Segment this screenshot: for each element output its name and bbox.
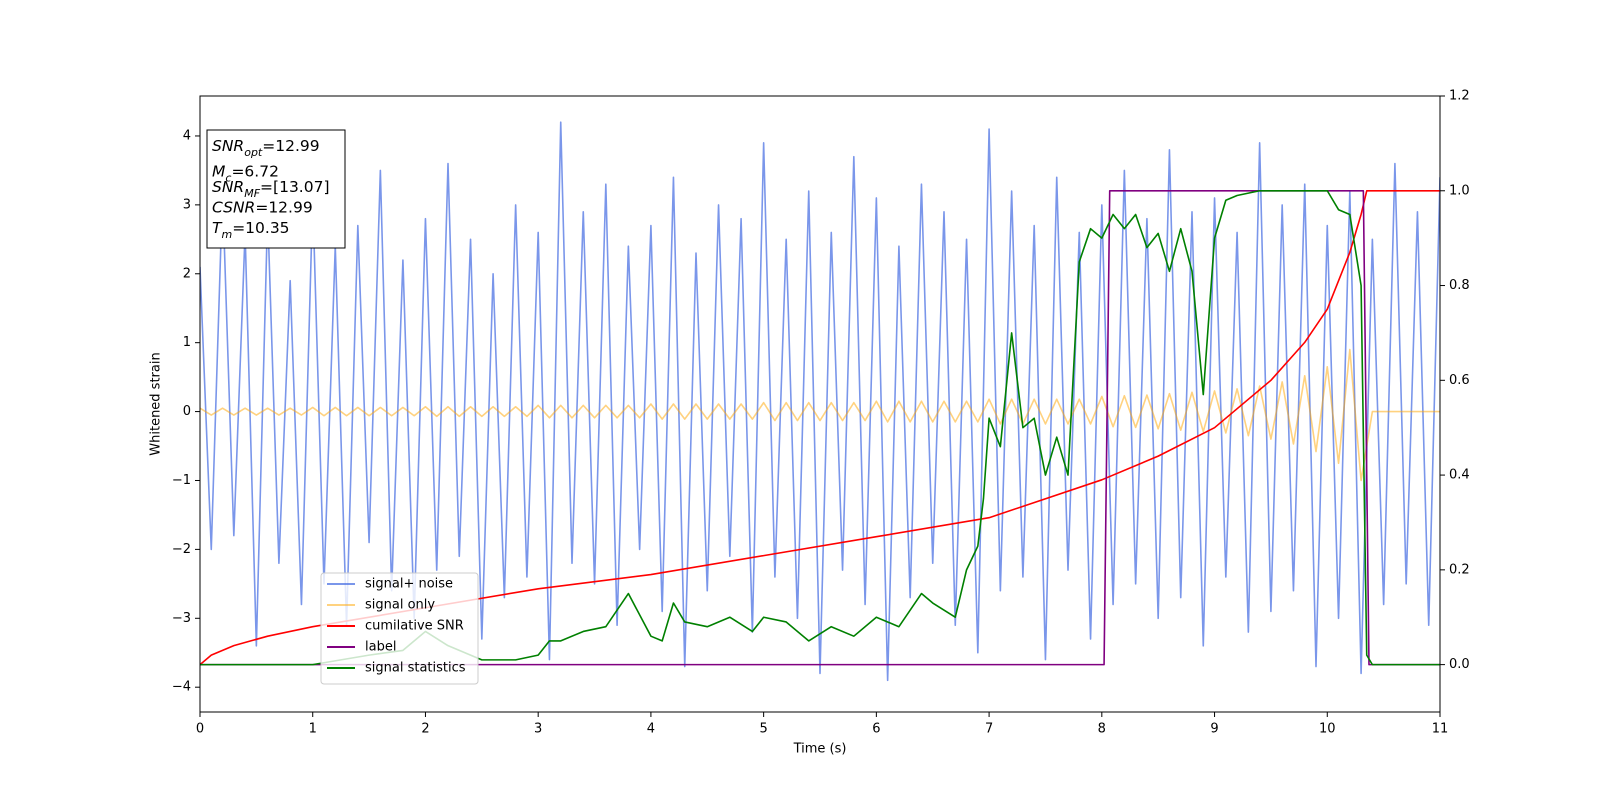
annotation-subscript: c	[225, 171, 231, 184]
annotation-subscript: MF	[244, 187, 260, 200]
y2-tick-label: 1.0	[1449, 183, 1470, 198]
x-tick-label: 5	[759, 722, 767, 737]
annotation-subscript: m	[221, 228, 232, 241]
legend-label: signal+ noise	[365, 577, 453, 592]
annotation-value: =12.99	[262, 137, 319, 155]
x-tick-label: 8	[1098, 722, 1106, 737]
annotation-line: SNRMF=[13.07]	[212, 178, 330, 200]
annotation-value: =6.72	[231, 162, 279, 180]
series-line	[200, 189, 1440, 666]
annotation-box	[206, 129, 346, 249]
y2-tick-label: 0.0	[1449, 657, 1470, 672]
x-tick-label: 3	[534, 722, 542, 737]
y-tick-label: 2	[183, 266, 191, 281]
series-line	[200, 348, 1440, 482]
annotation-line: Mc=6.72	[212, 162, 279, 184]
annotation-symbol: CSNR	[212, 198, 255, 216]
legend-label: cumilative SNR	[365, 619, 464, 634]
plot-area	[200, 121, 1440, 682]
annotation-value: =[13.07]	[260, 178, 329, 196]
annotation-line: SNRopt=12.99	[212, 137, 320, 159]
x-tick-label: 2	[421, 722, 429, 737]
x-tick-label: 9	[1210, 722, 1218, 737]
series-line	[200, 189, 1440, 666]
y2-tick-label: 1.2	[1449, 89, 1470, 104]
legend-label: label	[365, 640, 396, 655]
x-tick-label: 0	[196, 722, 204, 737]
y-tick-label: 3	[183, 197, 191, 212]
annotation-value: =12.99	[255, 198, 312, 216]
plot-frame	[199, 95, 1441, 713]
y-tick-label: −4	[172, 680, 191, 695]
annotation-symbol: SNR	[212, 178, 244, 196]
y2-tick-label: 0.8	[1449, 278, 1470, 293]
x-axis-label: Time (s)	[793, 742, 847, 757]
y-tick-label: 0	[183, 404, 191, 419]
annotation-symbol: T	[212, 219, 223, 237]
annotation-subscript: opt	[244, 146, 263, 159]
x-tick-label: 4	[647, 722, 655, 737]
annotation-value: =10.35	[232, 219, 289, 237]
legend-label: signal only	[365, 598, 435, 613]
annotation-symbol: SNR	[212, 137, 244, 155]
x-tick-label: 6	[872, 722, 880, 737]
x-tick-label: 10	[1319, 722, 1336, 737]
annotation-line: CSNR=12.99	[212, 198, 313, 216]
y2-tick-label: 0.6	[1449, 373, 1470, 388]
y2-tick-label: 0.2	[1449, 562, 1470, 577]
x-tick-label: 7	[985, 722, 993, 737]
legend-box	[320, 572, 479, 685]
y2-tick-label: 0.4	[1449, 468, 1470, 483]
y-tick-label: −2	[172, 542, 191, 557]
annotation-symbol: M	[212, 162, 225, 180]
y-axis-label: Whitened strain	[149, 352, 164, 455]
x-tick-label: 11	[1432, 722, 1449, 737]
series-line	[200, 121, 1440, 682]
y-tick-label: 4	[183, 128, 191, 143]
y-tick-label: −1	[172, 473, 191, 488]
annotation-line: Tm=10.35	[212, 219, 290, 241]
legend-label: signal statistics	[365, 661, 466, 676]
y-tick-label: −3	[172, 611, 191, 626]
x-tick-label: 1	[309, 722, 317, 737]
y-tick-label: 1	[183, 335, 191, 350]
